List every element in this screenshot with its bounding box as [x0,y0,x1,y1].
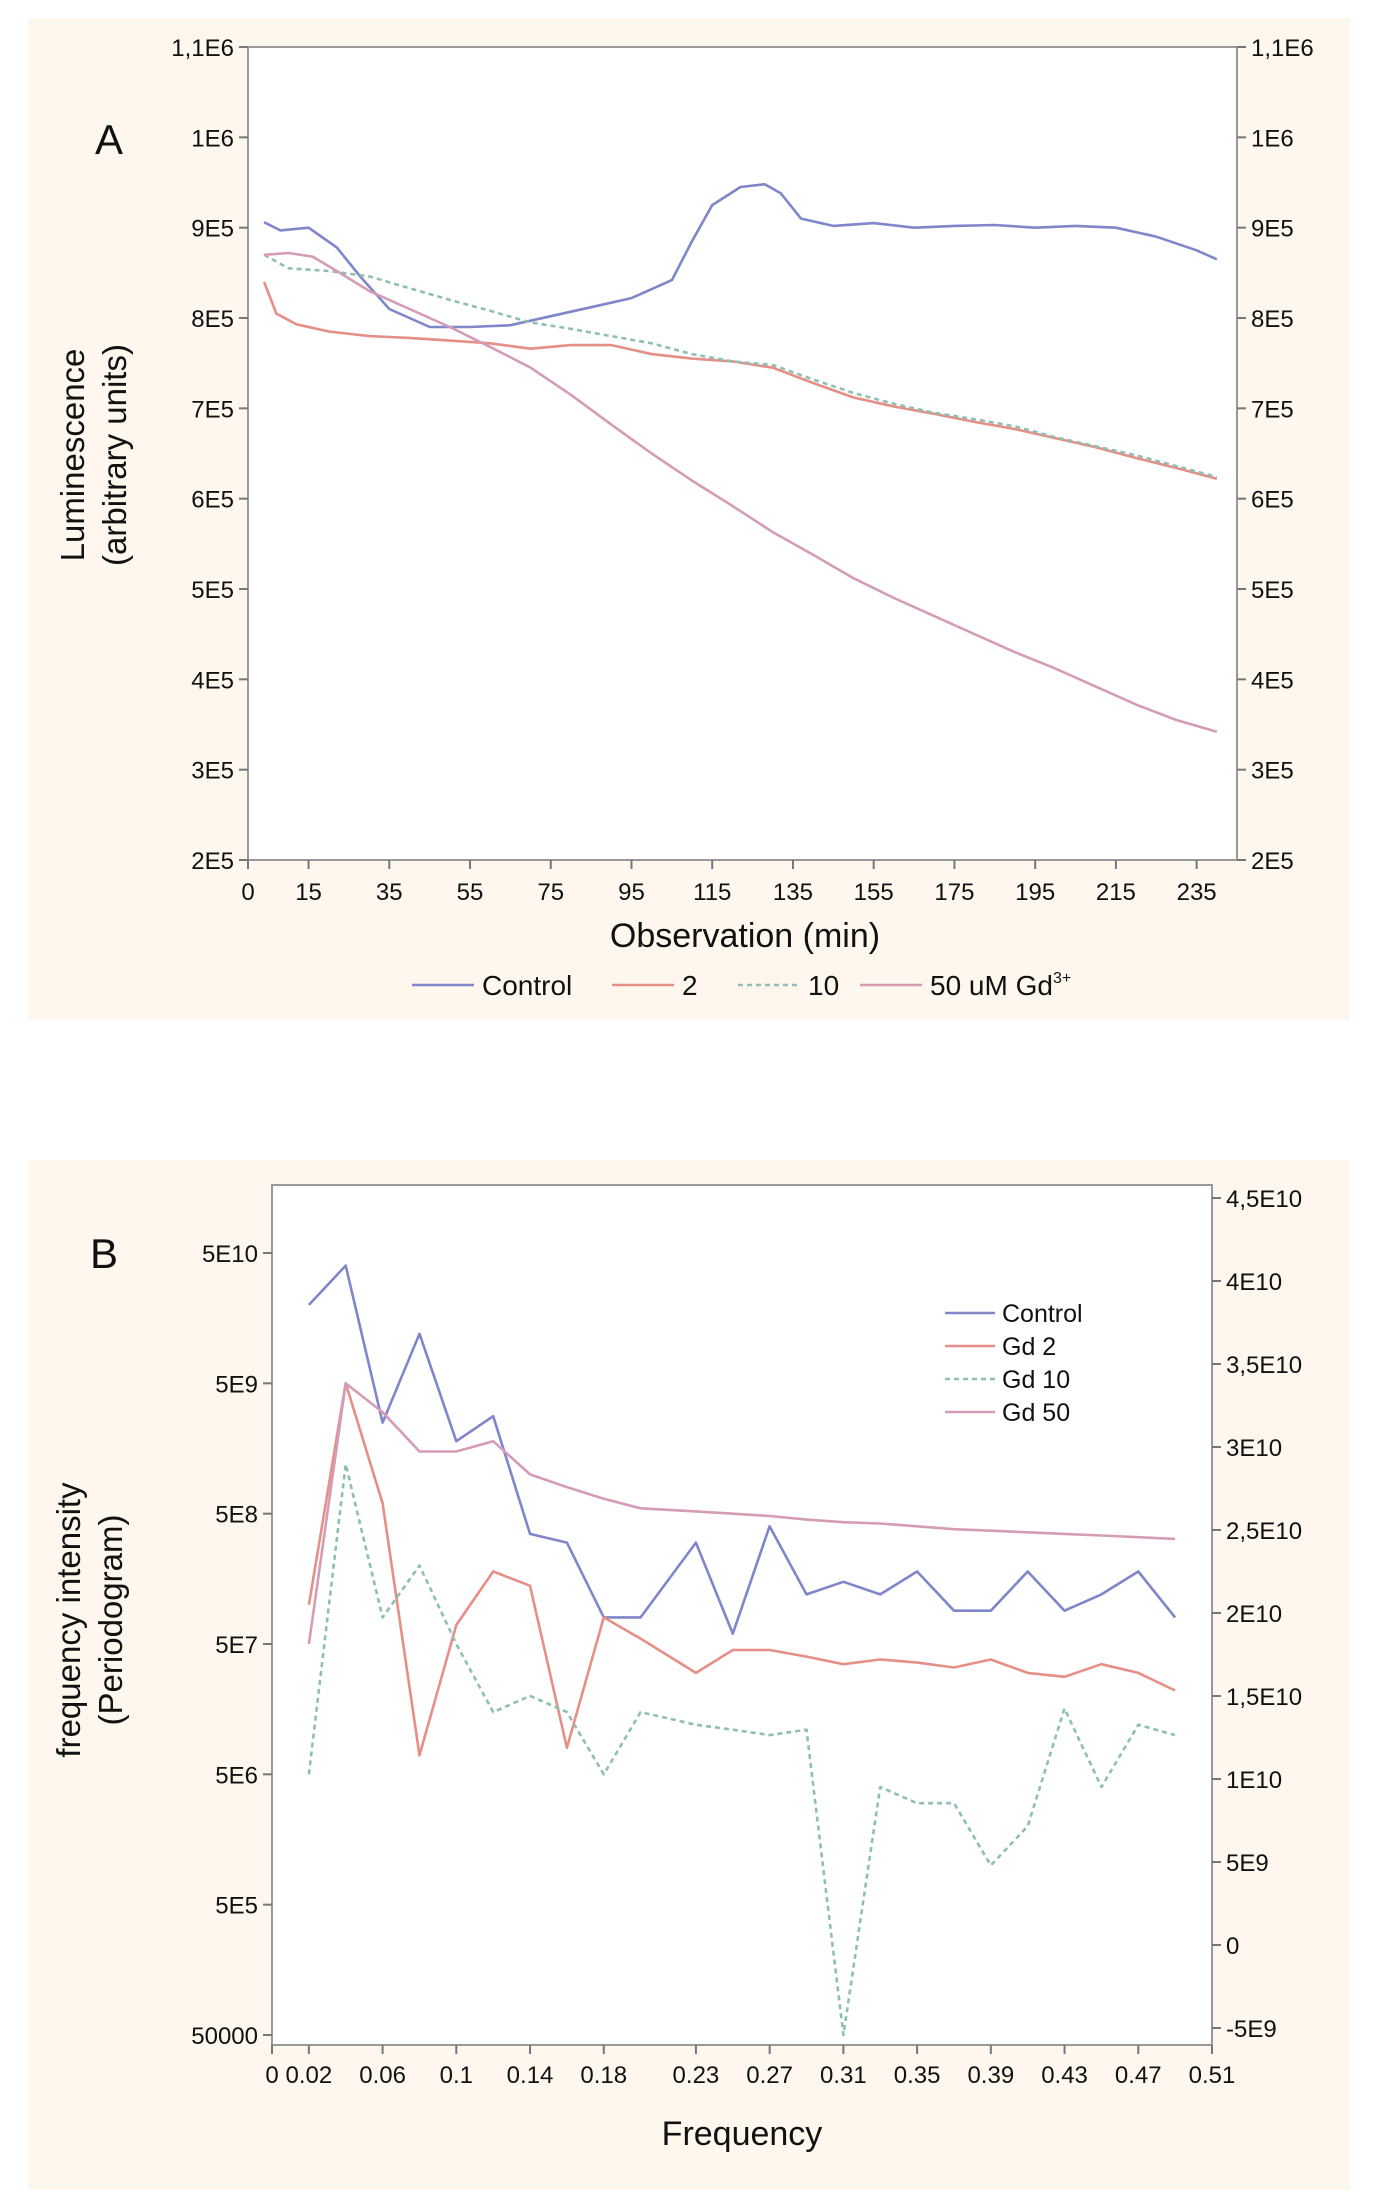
x-tick-label: 0.35 [894,2062,941,2089]
y-axis-title-line-2: (arbitrary units) [96,344,133,566]
periodogram-chart: 50000 5E5 5E6 5E7 5E8 5E9 5E10 -5E9 0 5E9 1E10 1,5E… [28,1160,1350,2190]
x-tick-label: 0.18 [580,2062,627,2089]
y-tick-label-right: 0 [1226,1933,1239,1960]
y-tick-label-left: 5E5 [191,577,234,604]
y-tick-label-right: 9E5 [1251,216,1294,243]
series-line-gd-50 [307,1382,1176,1645]
y-tick-label-left: 5E7 [215,1632,258,1659]
x-tick-label: 0.14 [507,2062,554,2089]
y-tick-label-left: 5E6 [215,1762,258,1789]
series-line-gd-10 [307,1462,1176,2037]
x-tick-label: 75 [537,879,564,906]
y-tick-label-right: 2E5 [1251,848,1294,875]
series-line-gd-2 [307,1382,1176,1757]
x-tick-label: 15 [295,879,322,906]
series-line-control [263,183,1218,329]
y-tick-label-right: 5E9 [1226,1850,1269,1877]
x-axis-title: Observation (min) [610,917,880,955]
y-axis-title-line-1: frequency intensity [50,1482,87,1758]
y-tick-label-right: 8E5 [1251,306,1294,333]
x-tick-label: 175 [934,879,974,906]
x-tick-label: 0.39 [967,2062,1014,2089]
x-tick-label: 55 [457,879,484,906]
y-tick-label-left: 50000 [191,2023,258,2050]
x-axis-title: Frequency [662,2115,823,2153]
y-tick-label-right: 3E5 [1251,758,1294,785]
x-tick-label: 135 [773,879,813,906]
legend-label: 10 [808,970,839,1001]
x-tick-label: 115 [693,879,731,906]
y-tick-label-right: 2E10 [1226,1601,1282,1628]
y-axis-title: Luminescence (arbitrary units) [54,344,133,566]
y-tick-label-right: 1,5E10 [1226,1684,1302,1711]
x-tick-label: 0.51 [1189,2062,1236,2089]
y-tick-label-right: 4E10 [1226,1269,1282,1296]
y-tick-label-left: 2E5 [191,848,234,875]
x-tick-label: 95 [618,879,645,906]
y-tick-label-right: 3,5E10 [1226,1352,1302,1379]
series-line-control [307,1264,1177,1636]
y-tick-label-left: 4E5 [191,667,234,694]
panel-label: B [90,1230,118,1277]
y-tick-label-right: 2,5E10 [1226,1518,1302,1545]
x-tick-label: 215 [1096,879,1136,906]
x-tick-label: 0.23 [673,2062,720,2089]
panel-a: 2E5 2E5 3E5 3E5 4E5 4E5 5E5 5E5 6E5 6E5 7E5 7E5 8E5 8… [0,0,1373,1050]
y-tick-label-left: 5E8 [215,1502,258,1529]
x-tick-label: 235 [1177,879,1217,906]
y-tick-label-left: 1E6 [191,125,234,152]
panel-b: 50000 5E5 5E6 5E7 5E8 5E9 5E10 -5E9 0 5E9 1E10 1,5E… [0,1150,1373,2202]
y-tick-label-right: 1E10 [1226,1767,1282,1794]
y-tick-label-left: 5E5 [215,1893,258,1920]
x-tick-label: 195 [1015,879,1055,906]
y-tick-label-right: 1,1E6 [1251,35,1314,62]
x-tick-label: 155 [854,879,894,906]
panel-label: A [95,116,123,163]
x-tick-label: 0.47 [1115,2062,1162,2089]
y-tick-label-right: 4,5E10 [1226,1186,1302,1213]
y-tick-label-left: 3E5 [191,758,234,785]
legend-label: Control [1002,1300,1083,1328]
x-tick-label: 0.43 [1041,2062,1088,2089]
plot-area-frame [247,46,1238,861]
y-tick-label-right: 1E6 [1251,125,1294,152]
y-tick-label-right: 4E5 [1251,667,1294,694]
y-axis-title-line-1: Luminescence [54,349,91,562]
y-tick-label-left: 6E5 [191,487,234,514]
y-axis-title: frequency intensity (Periodogram) [50,1482,129,1758]
x-tick-label: 0.02 [286,2062,333,2089]
plot-area-frame [271,1184,1213,2046]
x-tick-label: 0 [241,879,254,906]
x-tick-label: 0 [265,2062,278,2089]
series-line-50 [264,251,1218,733]
legend-label: Control [482,970,572,1001]
y-tick-label-left: 5E9 [215,1371,258,1398]
y-tick-label-left: 9E5 [191,216,234,243]
series-line-2 [262,281,1218,481]
y-axis-title-line-2: (Periodogram) [92,1515,129,1726]
legend-label: 50 uM Gd3+ [930,970,1071,1001]
x-tick-label: 0.06 [359,2062,406,2089]
y-tick-label-right: 6E5 [1251,487,1294,514]
y-tick-label-right: -5E9 [1226,2016,1277,2043]
y-tick-label-left: 7E5 [191,396,234,423]
y-tick-label-left: 5E10 [202,1241,258,1268]
legend-label-superscript: 3+ [1053,970,1071,987]
x-tick-label: 0.27 [746,2062,793,2089]
y-tick-label-right: 5E5 [1251,577,1294,604]
legend-label: Gd 2 [1002,1333,1056,1361]
legend-label: 2 [682,970,698,1001]
luminescence-chart: 2E5 2E5 3E5 3E5 4E5 4E5 5E5 5E5 6E5 6E5 7E5 7E5 8E5 8… [28,18,1350,1020]
x-tick-label: 0.1 [440,2062,473,2089]
legend-label: Gd 50 [1002,1399,1070,1427]
y-tick-label-right: 3E10 [1226,1435,1282,1462]
legend-label: Gd 10 [1002,1366,1070,1394]
y-tick-label-left: 1,1E6 [171,35,234,62]
y-tick-label-right: 7E5 [1251,396,1294,423]
x-tick-label: 0.31 [820,2062,867,2089]
y-tick-label-left: 8E5 [191,306,234,333]
x-tick-label: 35 [376,879,403,906]
